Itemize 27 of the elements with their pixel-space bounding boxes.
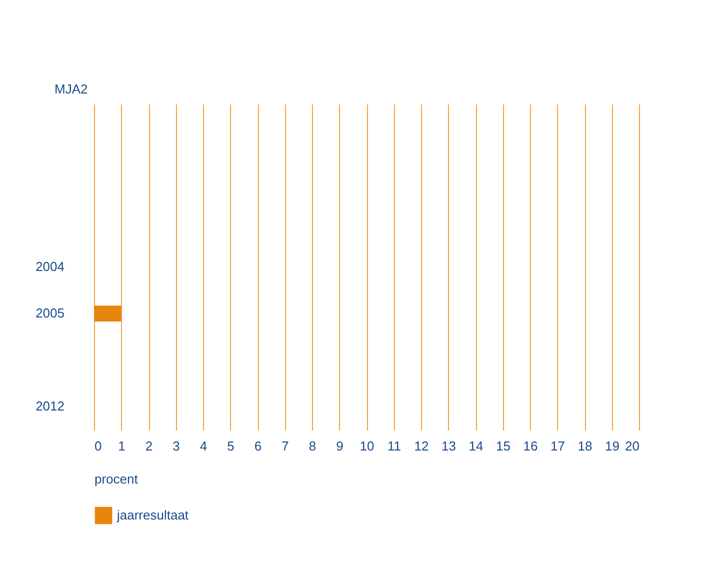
x-tick-label: 5 (227, 438, 234, 454)
y-tick-label: 2004 (36, 259, 64, 274)
x-tick-label: 8 (308, 438, 316, 454)
x-tick-label: 7 (282, 438, 289, 454)
x-tick-label: 9 (336, 438, 344, 454)
legend-label: jaarresultaat (116, 508, 189, 522)
x-tick-label: 12 (414, 438, 429, 454)
y-tick-label: 2005 (36, 306, 64, 321)
x-tick-label: 17 (550, 438, 565, 454)
x-tick-label: 1 (118, 438, 126, 454)
x-tick-label: 15 (496, 438, 510, 454)
x-tick-label: 19 (605, 438, 620, 454)
x-tick-label: 10 (360, 438, 374, 454)
x-tick-label: 11 (388, 438, 401, 454)
y-axis-title: MJA2 (54, 82, 88, 96)
y-tick-label: 2012 (36, 398, 64, 414)
x-tick-label: 3 (172, 438, 180, 454)
x-tick-label: 18 (578, 438, 592, 454)
x-tick-label: 16 (523, 438, 538, 454)
x-tick-label: 14 (468, 438, 484, 454)
x-tick-label: 6 (254, 438, 262, 454)
x-tick-label: 13 (442, 438, 456, 454)
x-tick-label: 4 (200, 438, 208, 454)
x-tick-label: 2 (145, 438, 153, 454)
x-axis-title: procent (94, 472, 138, 486)
x-tick-label: 20 (625, 438, 640, 454)
x-tick-label: 0 (94, 438, 102, 454)
